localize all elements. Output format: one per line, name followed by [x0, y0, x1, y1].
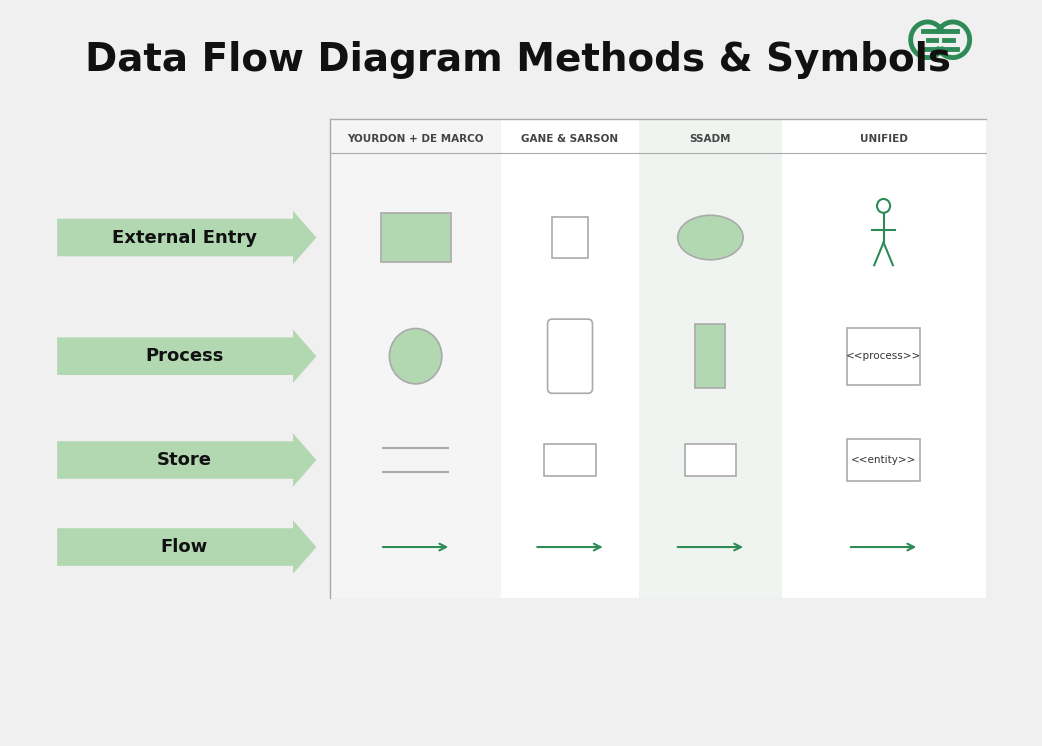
Text: <<entity>>: <<entity>> [851, 455, 916, 465]
Ellipse shape [677, 216, 743, 260]
Bar [782, 119, 986, 598]
Text: Store: Store [157, 451, 212, 469]
FancyBboxPatch shape [685, 444, 736, 476]
Bar [330, 119, 501, 598]
Polygon shape [57, 521, 317, 574]
Bar [640, 119, 782, 598]
FancyBboxPatch shape [544, 444, 596, 476]
FancyBboxPatch shape [695, 324, 725, 389]
Polygon shape [57, 330, 317, 383]
Text: External Entry: External Entry [111, 228, 257, 246]
Text: Flow: Flow [160, 538, 208, 556]
FancyBboxPatch shape [380, 213, 451, 263]
Polygon shape [57, 211, 317, 264]
Text: <<process>>: <<process>> [846, 351, 921, 361]
Bar [501, 119, 640, 598]
Circle shape [390, 328, 442, 384]
Text: YOURDON + DE MARCO: YOURDON + DE MARCO [347, 134, 483, 144]
FancyBboxPatch shape [547, 319, 593, 393]
FancyBboxPatch shape [552, 217, 588, 258]
FancyBboxPatch shape [847, 439, 920, 480]
Text: Process: Process [145, 347, 224, 366]
Polygon shape [57, 433, 317, 486]
Text: UNIFIED: UNIFIED [860, 134, 908, 144]
Text: Data Flow Diagram Methods & Symbols: Data Flow Diagram Methods & Symbols [84, 40, 950, 78]
FancyBboxPatch shape [847, 327, 920, 385]
Text: SSADM: SSADM [690, 134, 731, 144]
Text: GANE & SARSON: GANE & SARSON [521, 134, 619, 144]
